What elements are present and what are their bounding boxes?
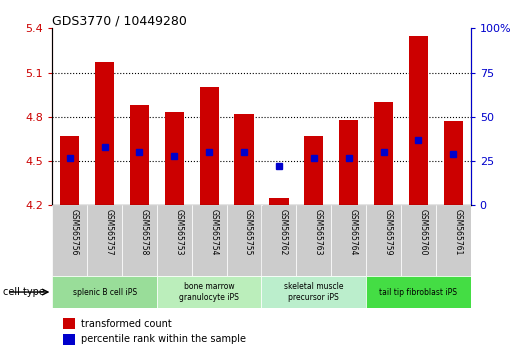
Bar xyxy=(192,205,226,276)
Bar xyxy=(95,62,114,205)
Bar xyxy=(366,205,401,276)
Bar xyxy=(63,333,75,345)
Text: GSM565759: GSM565759 xyxy=(383,209,393,255)
Bar xyxy=(262,276,366,308)
Bar xyxy=(157,276,262,308)
Bar xyxy=(200,87,219,205)
Bar xyxy=(304,136,323,205)
Text: GSM565754: GSM565754 xyxy=(209,209,218,255)
Bar xyxy=(374,102,393,205)
Bar xyxy=(130,105,149,205)
Bar xyxy=(63,318,75,329)
Bar xyxy=(436,205,471,276)
Text: GSM565764: GSM565764 xyxy=(349,209,358,255)
Text: bone marrow
granulocyte iPS: bone marrow granulocyte iPS xyxy=(179,282,239,302)
Text: GSM565757: GSM565757 xyxy=(105,209,113,255)
Text: GSM565762: GSM565762 xyxy=(279,209,288,255)
Bar xyxy=(52,276,157,308)
Bar xyxy=(262,205,297,276)
Bar xyxy=(269,198,289,205)
Bar xyxy=(157,205,192,276)
Text: GSM565761: GSM565761 xyxy=(453,209,462,255)
Text: GSM565756: GSM565756 xyxy=(70,209,79,255)
Bar xyxy=(366,276,471,308)
Text: tail tip fibroblast iPS: tail tip fibroblast iPS xyxy=(379,287,458,297)
Bar xyxy=(165,113,184,205)
Text: GSM565760: GSM565760 xyxy=(418,209,427,255)
Text: transformed count: transformed count xyxy=(81,319,172,329)
Bar xyxy=(331,205,366,276)
Text: skeletal muscle
precursor iPS: skeletal muscle precursor iPS xyxy=(284,282,344,302)
Bar xyxy=(87,205,122,276)
Bar xyxy=(226,205,262,276)
Text: GSM565755: GSM565755 xyxy=(244,209,253,255)
Bar xyxy=(401,205,436,276)
Text: GSM565763: GSM565763 xyxy=(314,209,323,255)
Bar xyxy=(409,36,428,205)
Bar xyxy=(444,121,463,205)
Text: percentile rank within the sample: percentile rank within the sample xyxy=(81,335,246,344)
Bar xyxy=(122,205,157,276)
Bar xyxy=(60,136,79,205)
Text: GDS3770 / 10449280: GDS3770 / 10449280 xyxy=(52,14,187,27)
Text: cell type: cell type xyxy=(3,287,44,297)
Bar xyxy=(52,205,87,276)
Bar xyxy=(297,205,331,276)
Bar xyxy=(234,114,254,205)
Text: splenic B cell iPS: splenic B cell iPS xyxy=(73,287,137,297)
Text: GSM565753: GSM565753 xyxy=(174,209,184,255)
Text: GSM565758: GSM565758 xyxy=(140,209,149,255)
Bar xyxy=(339,120,358,205)
